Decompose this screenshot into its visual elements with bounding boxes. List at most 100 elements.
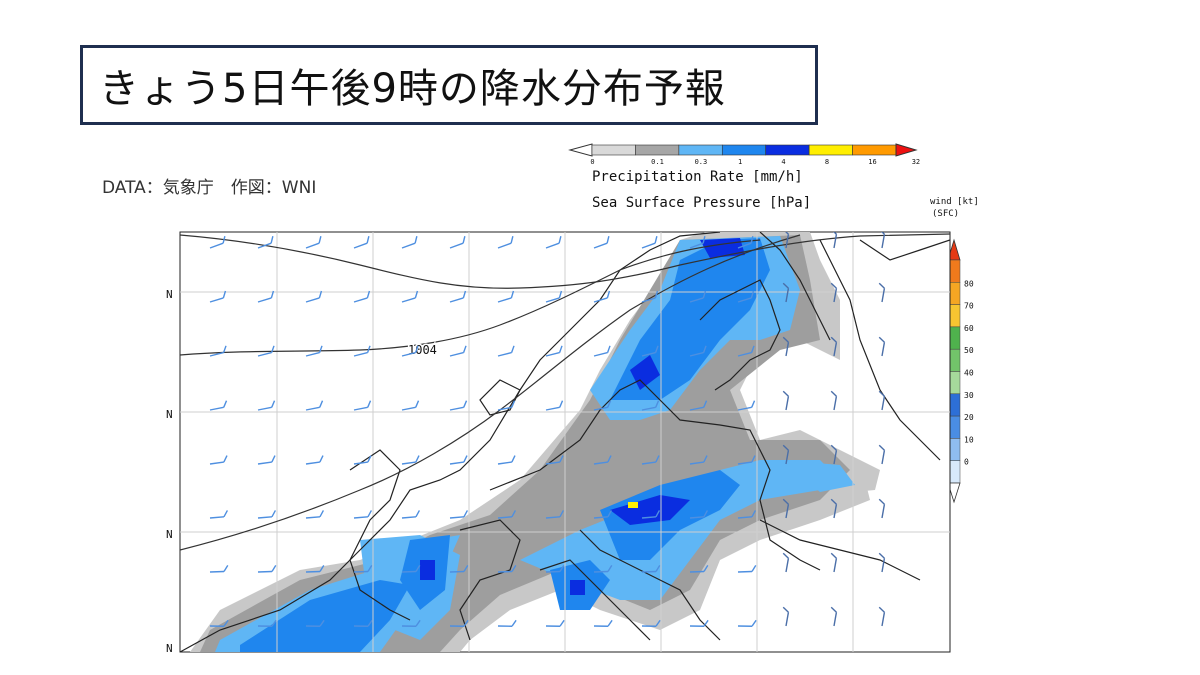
wind-tick-label: 60 xyxy=(964,324,974,333)
precip-tick-label: 1 xyxy=(738,158,742,166)
precip-swatch-2 xyxy=(678,144,723,156)
wind-barb xyxy=(593,236,610,249)
wind-barb xyxy=(449,565,469,573)
wind-barb xyxy=(593,619,613,627)
wind-barb xyxy=(305,619,325,627)
wind-barb xyxy=(257,400,276,411)
wind-barb xyxy=(737,345,755,357)
wind-barb xyxy=(401,290,419,303)
wind-legend-subtitle: (SFC) xyxy=(932,209,959,219)
wind-barb xyxy=(353,400,372,411)
wind-barb xyxy=(830,498,838,519)
wind-barb xyxy=(593,400,612,411)
wind-tick-label: 40 xyxy=(964,369,974,378)
precip-peak-yellow xyxy=(628,502,638,508)
wind-barb xyxy=(449,345,467,357)
wind-barb xyxy=(737,565,757,573)
precip-rate-label: Precipitation Rate [mm/h] xyxy=(592,169,803,185)
wind-barb xyxy=(401,565,421,573)
wind-barb xyxy=(209,236,226,249)
wind-barb xyxy=(353,236,370,249)
wind-barb xyxy=(878,498,886,519)
wind-tick-label: 80 xyxy=(964,279,974,288)
wind-barb xyxy=(737,510,757,519)
map-panel: 1004 N N N N xyxy=(166,231,951,655)
wind-legend: wind [kt] (SFC) 80 70 60 50 40 30 20 10 0 xyxy=(930,197,979,504)
wind-tick-label: 50 xyxy=(964,346,974,355)
wind-barb xyxy=(878,552,886,573)
wind-barb xyxy=(497,400,516,411)
precip-swatch-0 xyxy=(591,144,636,156)
lat-label-1: N xyxy=(166,288,173,301)
wind-barb xyxy=(353,565,373,573)
forecast-map-figure: 0 0.1 0.3 1 4 8 16 32 Precipitation Rate [mm/h]… xyxy=(160,140,1000,655)
precip-swatch-5 xyxy=(808,144,853,156)
wind-barb xyxy=(449,236,466,249)
wind-barb xyxy=(782,282,790,303)
wind-barb xyxy=(401,455,420,465)
precip-tick-label: 32 xyxy=(912,158,920,166)
wind-barb xyxy=(689,236,706,249)
precip-swatch-6 xyxy=(852,144,897,156)
wind-barb xyxy=(782,390,790,411)
colorbar-right-arrow xyxy=(895,143,918,157)
wind-barb xyxy=(257,455,276,465)
lat-label-3: N xyxy=(166,528,173,541)
wind-barb xyxy=(401,345,419,357)
wind-barb xyxy=(497,565,517,573)
wind-barb xyxy=(353,619,373,627)
wind-barb xyxy=(689,510,709,519)
precip-tick-label: 0.1 xyxy=(651,158,664,166)
wind-barb xyxy=(209,345,227,357)
wind-barbs xyxy=(209,232,886,627)
wind-barb xyxy=(545,236,562,249)
wind-barb xyxy=(305,236,322,249)
wind-barb xyxy=(737,619,757,627)
wind-barb xyxy=(641,236,658,249)
wind-barb xyxy=(641,510,661,519)
wind-bar-bottom-arrow xyxy=(947,482,961,504)
wind-barb xyxy=(401,400,420,411)
precip-colorbar: 0 0.1 0.3 1 4 8 16 32 Precipitation Rate [mm/h]… xyxy=(568,143,920,211)
wind-barb xyxy=(545,290,563,303)
wind-barb xyxy=(353,345,371,357)
wind-barb xyxy=(305,455,324,465)
wind-barb xyxy=(353,290,371,303)
pressure-label: Sea Surface Pressure [hPa] xyxy=(592,195,811,211)
wind-barb xyxy=(878,232,886,249)
wind-barb xyxy=(449,510,469,519)
wind-barb xyxy=(209,455,228,465)
wind-barb xyxy=(878,390,886,411)
wind-barb xyxy=(689,619,709,627)
wind-barb xyxy=(782,336,790,357)
wind-barb xyxy=(257,619,277,627)
wind-barb xyxy=(782,232,790,249)
precip-swatch-1 xyxy=(635,144,680,156)
wind-barb xyxy=(545,565,565,573)
lat-label-4: N xyxy=(166,642,173,655)
wind-barb xyxy=(641,400,660,411)
wind-barb xyxy=(545,510,565,519)
wind-barb xyxy=(497,510,517,519)
wind-barb xyxy=(449,290,467,303)
wind-tick-label: 30 xyxy=(964,391,974,400)
wind-barb xyxy=(878,606,886,627)
wind-barb xyxy=(449,400,468,411)
wind-barb xyxy=(497,619,517,627)
wind-barb xyxy=(545,345,563,357)
wind-barb xyxy=(401,236,418,249)
wind-barb xyxy=(830,282,838,303)
wind-barb xyxy=(353,510,373,519)
wind-tick-label: 70 xyxy=(964,302,974,311)
wind-barb xyxy=(593,345,611,357)
wind-barb xyxy=(830,390,838,411)
wind-barb xyxy=(209,290,227,303)
wind-barb xyxy=(401,619,421,627)
wind-barb xyxy=(641,290,659,303)
wind-tick-label: 20 xyxy=(964,413,974,422)
wind-barb xyxy=(641,455,660,465)
wind-barb xyxy=(401,510,421,519)
wind-barb xyxy=(593,510,613,519)
wind-barb xyxy=(257,565,277,573)
wind-barb xyxy=(782,552,790,573)
